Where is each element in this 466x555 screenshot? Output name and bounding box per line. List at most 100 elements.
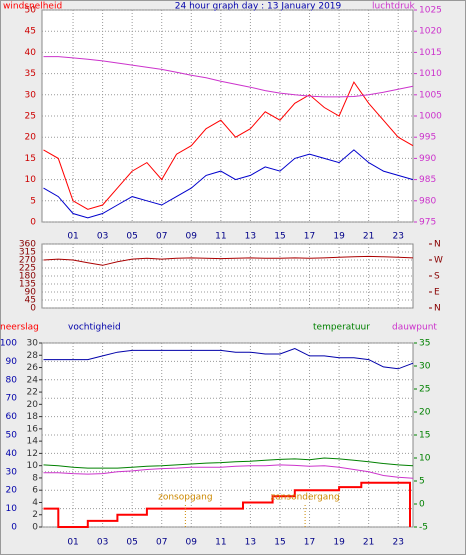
y-tick-label: 25: [25, 112, 36, 122]
y2-tick-label: 1010: [419, 69, 442, 79]
x-tick-label: 01: [67, 232, 78, 242]
y2-tick-label: 990: [419, 154, 436, 164]
y3-tick-label: 15: [419, 431, 430, 441]
y2-tick-label: 1025: [419, 6, 442, 16]
y2-tick-label: 24: [27, 375, 39, 385]
y-tick-label: 0: [11, 523, 17, 533]
y3-tick-label: 5: [419, 477, 425, 487]
series-line: [43, 56, 414, 98]
y2-tick-label: 985: [419, 175, 436, 185]
x-tick-label: 17: [304, 538, 315, 548]
y2-tick-label: 22: [27, 388, 38, 398]
y-tick-label: 270: [19, 256, 36, 266]
y-tick-label: 10: [6, 504, 18, 514]
y2-tick-label: 1005: [419, 90, 442, 100]
y2-tick-label: 10: [27, 461, 39, 471]
y2-tick-label: 980: [419, 196, 436, 206]
axis-title: luchtdruk: [372, 2, 416, 12]
x-tick-label: 11: [215, 232, 226, 242]
y-tick-label: 40: [25, 48, 37, 58]
y-tick-label: 50: [6, 431, 18, 441]
y2-tick-label: 30: [27, 339, 39, 349]
y-tick-label: 35: [25, 69, 36, 79]
y-tick-label: 10: [25, 175, 37, 185]
y-tick-label: 225: [19, 264, 36, 274]
y2-tick-label: 28: [27, 351, 39, 361]
y2-tick-label: 8: [32, 473, 38, 483]
y-tick-label: 30: [25, 90, 37, 100]
y-tick-label: 45: [25, 296, 36, 306]
y2-tick-label: 995: [419, 133, 436, 143]
x-tick-label: 07: [156, 232, 167, 242]
y3-tick-label: 30: [419, 362, 431, 372]
series-line: [43, 347, 414, 370]
chart-title: 24 hour graph day : 13 January 2019: [175, 2, 342, 12]
axis-title: vochtigheid: [68, 323, 121, 333]
y3-tick-label: 10: [419, 454, 431, 464]
y2-tick-label: S: [434, 272, 440, 282]
y-tick-label: 20: [25, 133, 37, 143]
y2-tick-label: E: [434, 288, 440, 298]
x-tick-label: 19: [333, 538, 345, 548]
y-tick-label: 20: [6, 486, 18, 496]
x-tick-label: 05: [126, 538, 137, 548]
x-tick-label: 21: [363, 232, 374, 242]
y2-tick-label: 2: [32, 510, 38, 520]
series-line: [43, 149, 414, 219]
y3-tick-label: 35: [419, 339, 430, 349]
y2-tick-label: 20: [27, 400, 39, 410]
series-line: [43, 481, 411, 528]
y-tick-label: 70: [6, 394, 18, 404]
x-tick-label: 09: [186, 232, 198, 242]
y2-tick-label: 14: [27, 437, 39, 447]
y2-tick-label: N: [434, 304, 441, 314]
x-tick-label: 17: [304, 232, 315, 242]
x-tick-label: 09: [186, 538, 198, 548]
y-tick-label: 135: [19, 280, 36, 290]
x-tick-label: 05: [126, 232, 137, 242]
y-tick-label: 0: [30, 304, 36, 314]
y2-tick-label: 1000: [419, 112, 442, 122]
x-tick-label: 13: [245, 232, 256, 242]
y-tick-label: 60: [6, 412, 18, 422]
x-tick-label: 03: [97, 538, 108, 548]
x-tick-label: 13: [245, 538, 256, 548]
y2-tick-label: 975: [419, 218, 436, 228]
x-tick-label: 23: [392, 232, 403, 242]
y2-tick-label: 4: [32, 498, 38, 508]
y2-tick-label: W: [434, 256, 443, 266]
x-tick-label: 15: [274, 232, 285, 242]
y2-tick-label: N: [434, 240, 441, 250]
x-tick-label: 11: [215, 538, 226, 548]
annotation-text: zonsondergang: [270, 493, 339, 503]
series-line: [43, 457, 414, 469]
x-tick-label: 15: [274, 538, 285, 548]
y2-tick-label: 0: [32, 523, 38, 533]
y2-tick-label: 6: [32, 486, 38, 496]
y-tick-label: 5: [30, 196, 36, 206]
x-tick-label: 21: [363, 538, 374, 548]
y-tick-label: 45: [25, 27, 36, 37]
y-tick-label: 15: [25, 154, 36, 164]
y-tick-label: 90: [25, 288, 37, 298]
x-tick-label: 07: [156, 538, 167, 548]
x-tick-label: 03: [97, 232, 108, 242]
y-tick-label: 360: [19, 240, 36, 250]
series-line: [43, 464, 414, 479]
axis-title: temperatuur: [313, 323, 370, 333]
y3-tick-label: 20: [419, 408, 431, 418]
y3-tick-label: 25: [419, 385, 430, 395]
y2-tick-label: 1020: [419, 27, 442, 37]
y-tick-label: 180: [19, 272, 36, 282]
y-tick-label: 40: [6, 449, 18, 459]
annotation-text: zonsopgang: [158, 493, 213, 503]
y-tick-label: 100: [0, 339, 17, 349]
x-tick-label: 01: [67, 538, 78, 548]
y2-tick-label: 26: [27, 363, 39, 373]
y-tick-label: 0: [30, 218, 36, 228]
axis-title: dauwpunt: [392, 323, 437, 333]
series-line: [43, 81, 414, 210]
y-tick-label: 80: [6, 375, 18, 385]
